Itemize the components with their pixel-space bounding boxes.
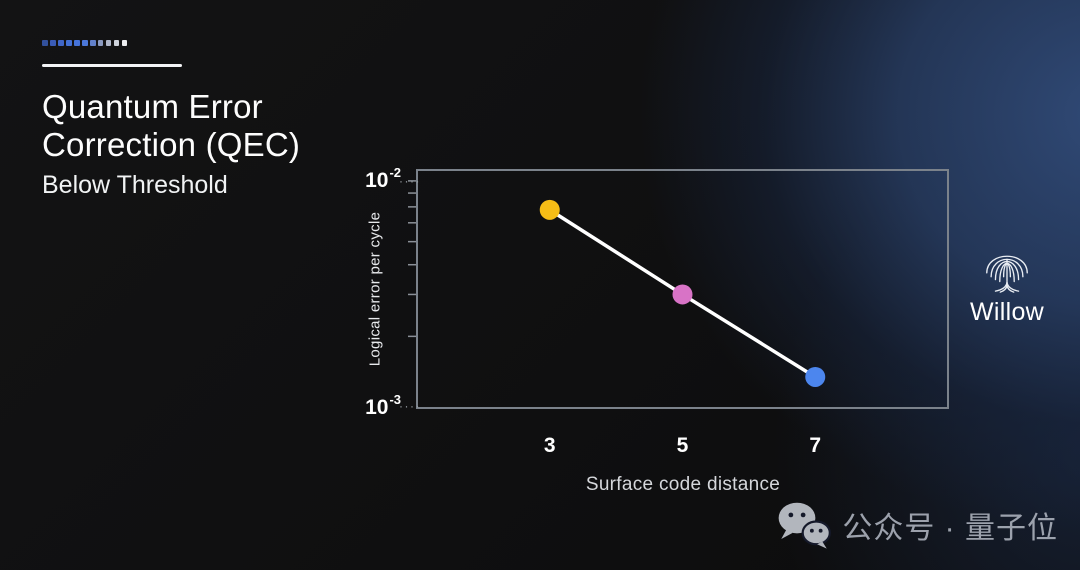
decor-dot bbox=[81, 40, 88, 46]
y-tick-base: 10 bbox=[365, 169, 389, 192]
decor-dot-row bbox=[42, 40, 128, 46]
title-block: Quantum Error Correction (QEC) Below Thr… bbox=[42, 88, 300, 200]
x-tick-label-3: 3 bbox=[543, 434, 556, 457]
page-title-line-1: Quantum Error bbox=[42, 88, 263, 125]
y-tick-label-top: 10-2 bbox=[331, 161, 401, 192]
data-point-d3 bbox=[539, 199, 560, 220]
decor-dot bbox=[57, 40, 64, 46]
watermark: 公众号 · 量子位 bbox=[776, 500, 1058, 550]
y-tick-label-bottom: 10-3 bbox=[331, 388, 401, 419]
tick-leader-top: ···· bbox=[399, 174, 421, 188]
decor-dot bbox=[97, 40, 104, 46]
willow-tree-icon bbox=[986, 255, 1028, 293]
decor-dot bbox=[89, 40, 96, 46]
page-subtitle: Below Threshold bbox=[42, 171, 228, 199]
willow-label: Willow bbox=[969, 298, 1045, 326]
y-tick-exp: -3 bbox=[389, 392, 401, 407]
willow-logo: Willow bbox=[963, 242, 1051, 327]
decor-dot bbox=[42, 40, 48, 46]
decor-dot bbox=[73, 40, 80, 46]
plot-frame bbox=[416, 169, 949, 409]
watermark-text: 公众号 · 量子位 bbox=[842, 512, 1058, 545]
y-axis-title: Logical error per cycle bbox=[366, 211, 384, 367]
x-axis-title: Surface code distance bbox=[585, 474, 781, 495]
y-tick-base: 10 bbox=[365, 396, 389, 419]
data-point-d5 bbox=[672, 284, 693, 305]
y-tick-exp: -2 bbox=[389, 165, 401, 180]
decor-dot bbox=[65, 40, 72, 46]
decor-dot bbox=[113, 40, 120, 46]
plot-canvas bbox=[408, 169, 949, 409]
x-tick-label-7: 7 bbox=[809, 434, 822, 457]
decor-dot bbox=[49, 40, 56, 46]
page-title-line-2: Correction (QEC) bbox=[42, 126, 301, 163]
decor-dot bbox=[121, 40, 128, 46]
wechat-icon bbox=[778, 502, 832, 549]
tick-leader-bottom: ···· bbox=[399, 399, 421, 413]
decor-dot bbox=[105, 40, 112, 46]
x-tick-label-5: 5 bbox=[676, 434, 689, 457]
data-point-d7 bbox=[805, 366, 826, 387]
title-underline bbox=[42, 64, 182, 67]
